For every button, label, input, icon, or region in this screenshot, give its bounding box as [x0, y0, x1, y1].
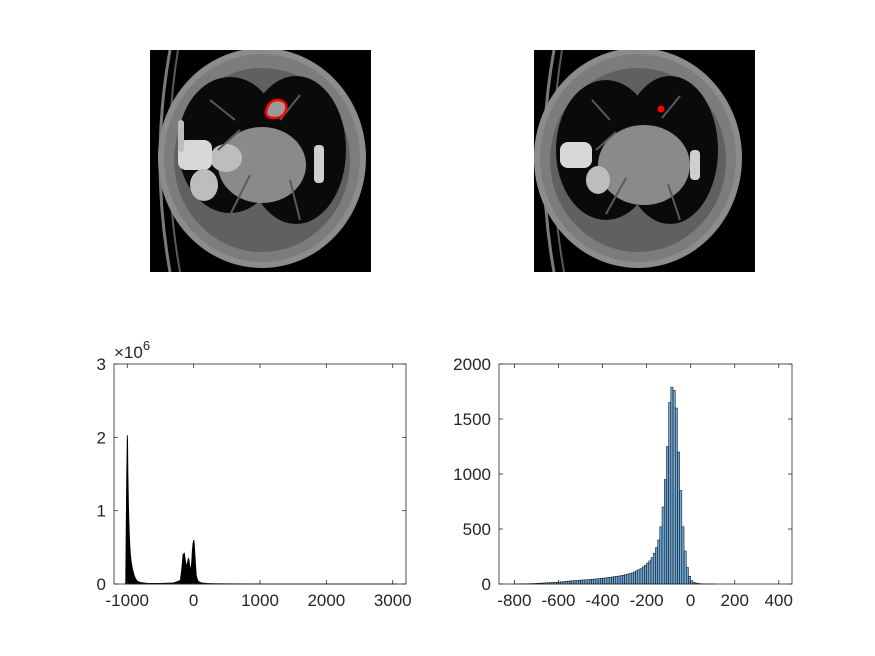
histogram-bar — [624, 574, 628, 585]
histogram-bar — [615, 576, 619, 585]
histogram-bar — [666, 446, 669, 585]
histogram-bar — [672, 390, 676, 585]
x-tick-label: 200 — [721, 591, 749, 610]
exponent-base: ×10 — [114, 343, 143, 362]
histogram-bar — [670, 386, 674, 585]
histogram-bar — [597, 578, 601, 585]
x-tick-label: 1000 — [241, 591, 279, 610]
y-tick-label: 2 — [97, 428, 106, 447]
histogram-bar — [584, 579, 588, 585]
y-tick-label: 1500 — [453, 410, 491, 429]
histogram-bar — [659, 526, 663, 585]
histogram-bar — [606, 577, 610, 585]
histogram-bar — [641, 566, 645, 585]
x-tick-label: -200 — [630, 591, 664, 610]
histogram-bar — [582, 579, 586, 585]
histogram-bar — [679, 490, 683, 585]
x-tick-label: -400 — [586, 591, 620, 610]
histogram-bar — [686, 567, 689, 585]
histogram-bar — [626, 573, 630, 585]
histogram-bar — [677, 451, 680, 585]
histogram-bar — [652, 552, 656, 585]
y-tick-label: 1000 — [453, 465, 491, 484]
histogram-bar — [593, 578, 597, 585]
plot-area — [499, 364, 792, 584]
y-tick-label: 0 — [97, 575, 106, 594]
y-tick-label: 500 — [463, 520, 491, 539]
histogram-bar — [611, 576, 614, 585]
histogram-bar — [628, 573, 632, 585]
histogram-bar — [622, 574, 625, 585]
y-exponent-label: ×106 — [114, 338, 150, 362]
histogram-bar — [630, 572, 634, 585]
plot-area — [114, 364, 406, 584]
histogram-bar — [655, 547, 658, 585]
histogram-bar — [681, 526, 685, 585]
y-tick-label: 3 — [97, 355, 106, 374]
histogram-bar — [635, 570, 639, 585]
x-tick-label: -800 — [497, 591, 531, 610]
histogram-bar — [608, 577, 612, 585]
histogram-bar — [571, 580, 575, 585]
histogram-bar — [657, 539, 661, 585]
histogram-bar — [589, 579, 592, 585]
histogram-bar — [567, 580, 570, 585]
histogram-bar — [637, 569, 641, 585]
y-tick-label: 1 — [97, 502, 106, 521]
histogram-bar — [604, 577, 608, 585]
x-tick-label: -1000 — [106, 591, 149, 610]
histogram-bar — [683, 550, 687, 585]
histogram-bar — [613, 576, 617, 585]
histogram-bar — [661, 506, 665, 585]
ct-image-left — [150, 50, 371, 272]
histogram-bar — [650, 557, 654, 585]
histogram-bar — [674, 407, 678, 585]
histogram-bar — [580, 579, 583, 585]
histogram-bar — [617, 575, 621, 585]
histogram-bar — [575, 580, 579, 585]
histogram-bar — [633, 571, 636, 585]
histogram-bar — [591, 579, 594, 585]
y-tick-label: 2000 — [453, 355, 491, 374]
x-tick-label: 3000 — [374, 591, 412, 610]
histogram-bar — [595, 578, 599, 585]
histogram-bar — [569, 580, 572, 585]
histogram-bar — [648, 560, 652, 585]
x-tick-label: 400 — [765, 591, 793, 610]
x-tick-label: 2000 — [307, 591, 345, 610]
y-tick-label: 0 — [482, 575, 491, 594]
x-tick-label: -600 — [541, 591, 575, 610]
histogram-bar — [578, 580, 581, 585]
exponent-power: 6 — [143, 338, 150, 353]
histogram-bar — [619, 575, 623, 585]
histogram-bar — [639, 568, 643, 585]
histogram-bar — [663, 479, 667, 585]
histogram-roi-axes: -800 -600 -400 -200 0 200 400 0 500 1000 1500 2000 — [453, 355, 793, 610]
x-tick-label: 0 — [189, 591, 198, 610]
ct-image-right — [534, 50, 755, 272]
x-tick-label: 0 — [686, 591, 695, 610]
histogram-bar — [586, 579, 590, 585]
histogram-bar — [668, 402, 672, 585]
histogram-bar — [573, 580, 577, 585]
